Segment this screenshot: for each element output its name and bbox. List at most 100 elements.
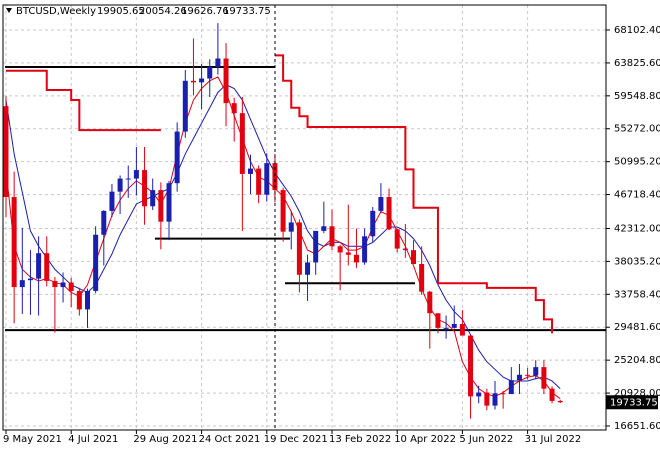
y-tick-label: 33758.40 xyxy=(614,289,660,300)
candle-body xyxy=(133,170,139,179)
candle-body xyxy=(174,131,180,184)
candle-body xyxy=(525,374,531,376)
header-high: 20054.26 xyxy=(139,6,187,17)
candle-body xyxy=(19,280,25,288)
candle-body xyxy=(476,392,482,397)
candle-body xyxy=(125,178,131,180)
candle-body xyxy=(150,190,156,207)
candle-body xyxy=(44,253,50,281)
candle-body xyxy=(207,66,213,79)
x-tick-label: 10 Apr 2022 xyxy=(394,434,456,445)
indicator-line xyxy=(5,84,561,390)
candle-body xyxy=(549,388,555,401)
candle-body xyxy=(516,374,522,381)
candle-body xyxy=(3,106,9,198)
candle-body xyxy=(27,278,33,281)
candle-body xyxy=(492,393,498,406)
candle-body xyxy=(443,327,449,329)
chart-title: BTCUSD,Weekly xyxy=(16,6,96,17)
y-tick-label: 25204.80 xyxy=(614,355,660,366)
candle-body xyxy=(93,234,99,291)
candle-body xyxy=(239,113,245,174)
candle-body xyxy=(427,291,433,314)
header-close: 19733.75 xyxy=(223,6,271,17)
candle-body xyxy=(158,190,164,222)
x-tick-label: 13 Feb 2022 xyxy=(329,434,391,445)
candle-body xyxy=(190,80,196,83)
candle-body xyxy=(435,313,441,328)
candle-body xyxy=(272,163,278,191)
indicator-line xyxy=(6,54,554,334)
candle-body xyxy=(508,380,514,395)
candle-body xyxy=(402,248,408,251)
candle-body xyxy=(101,210,107,235)
x-tick-label: 31 Jul 2022 xyxy=(525,434,582,445)
candle-body xyxy=(378,197,384,211)
candle-body xyxy=(362,236,368,263)
candle-body xyxy=(223,58,229,104)
candle-body xyxy=(541,367,547,389)
price-label-bg xyxy=(606,395,658,410)
y-tick-label: 63825.60 xyxy=(614,58,660,69)
x-tick-label: 4 Jul 2021 xyxy=(68,434,118,445)
header-open: 19905.65 xyxy=(97,6,145,17)
candle-body xyxy=(231,103,237,114)
candle-body xyxy=(305,262,311,275)
candle-body xyxy=(337,246,343,253)
y-tick-label: 29481.60 xyxy=(614,322,660,333)
candle-body xyxy=(345,252,351,255)
candle-body xyxy=(117,178,123,192)
candle-body xyxy=(500,393,506,395)
candle-body xyxy=(215,58,221,67)
plot-border xyxy=(2,4,607,431)
y-tick-label: 20928.00 xyxy=(614,388,660,399)
header-marker xyxy=(6,8,12,13)
candle-body xyxy=(419,263,425,292)
y-tick-label: 55272.00 xyxy=(614,124,660,135)
candle-body xyxy=(557,400,563,403)
candle-body xyxy=(11,197,17,288)
x-tick-label: 19 Dec 2021 xyxy=(264,434,328,445)
candle-body xyxy=(256,168,262,195)
y-tick-label: 38035.20 xyxy=(614,256,660,267)
candle-body xyxy=(248,168,253,174)
candle-body xyxy=(296,222,302,275)
candle-body xyxy=(109,191,115,211)
x-tick-label: 24 Oct 2021 xyxy=(199,434,261,445)
candle-body xyxy=(142,170,148,207)
x-tick-label: 5 Jun 2022 xyxy=(459,434,513,445)
candle-body xyxy=(313,230,319,263)
candle-body xyxy=(394,229,400,249)
candle-body xyxy=(459,324,465,336)
candle-body xyxy=(370,210,376,237)
candle-body xyxy=(386,197,392,230)
price-label: 19733.75 xyxy=(610,397,658,408)
candle-body xyxy=(280,190,286,232)
y-tick-label: 16651.60 xyxy=(614,421,660,432)
candle-body xyxy=(288,222,294,232)
y-tick-label: 68102.40 xyxy=(614,25,660,36)
y-tick-label: 59548.80 xyxy=(614,91,660,102)
candle-body xyxy=(68,282,74,291)
candle-body xyxy=(484,392,490,406)
candle-body xyxy=(85,290,90,310)
candle-body xyxy=(468,335,474,397)
candle-body xyxy=(451,324,457,328)
candle-body xyxy=(264,163,270,195)
candle-body xyxy=(533,367,539,376)
candle-body xyxy=(76,290,82,310)
x-tick-label: 9 May 2021 xyxy=(3,434,62,445)
candle-body xyxy=(52,280,58,288)
candle-body xyxy=(321,226,327,231)
candle-body xyxy=(329,226,335,247)
candle-body xyxy=(411,250,416,264)
candle-body xyxy=(60,282,66,288)
plot-area xyxy=(3,5,606,430)
candle-body xyxy=(199,78,205,83)
candle-body xyxy=(353,254,359,263)
header-low: 19626.76 xyxy=(181,6,229,17)
candle-body xyxy=(36,253,42,279)
candle-body xyxy=(166,183,172,222)
x-tick-label: 29 Aug 2021 xyxy=(133,434,197,445)
